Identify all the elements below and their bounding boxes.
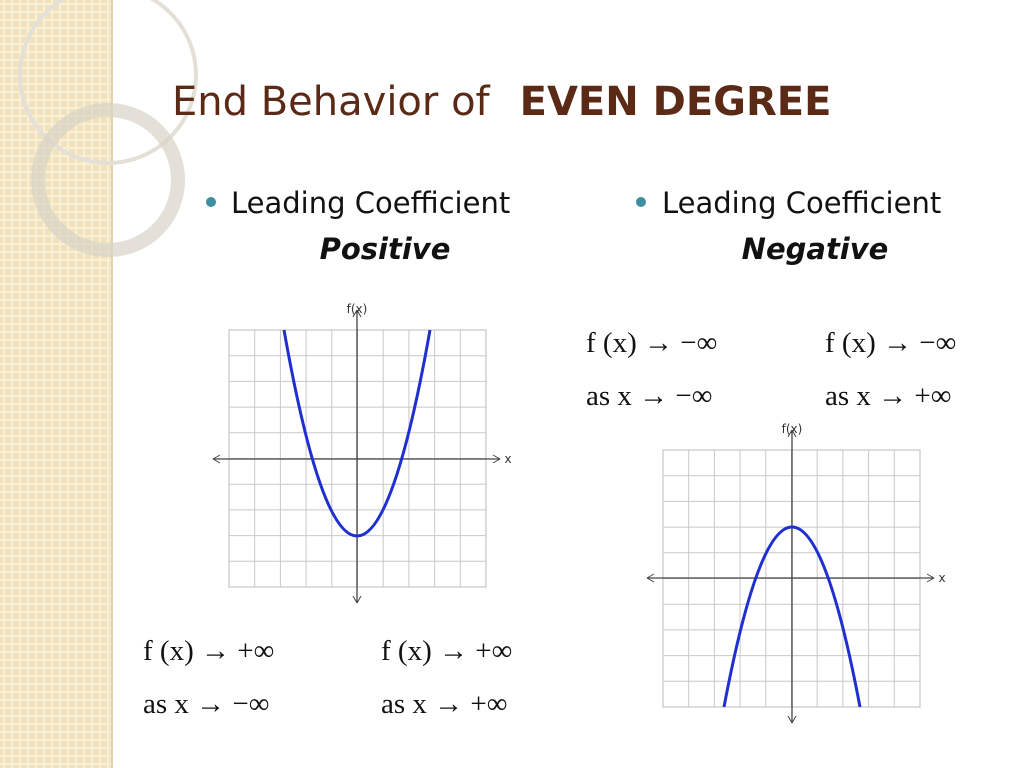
arrow	[212, 454, 501, 464]
arrow	[646, 573, 935, 583]
deco-ring	[18, 0, 198, 165]
bullet-sign: Positive	[320, 232, 451, 266]
bullet-sign: Negative	[742, 232, 889, 266]
curve	[722, 525, 862, 708]
curve	[282, 329, 432, 538]
limit-function: f (x) → +∞	[143, 635, 274, 667]
y-axis-label: f(x)	[347, 302, 368, 316]
bullet-text: Leading Coefficient	[231, 186, 510, 220]
limit-function: f (x) → −∞	[586, 327, 717, 359]
deco-ring	[31, 103, 185, 257]
arrow	[352, 309, 362, 604]
graph: f(x) x	[646, 422, 946, 724]
x-axis-label: x	[938, 571, 945, 585]
limit-function: f (x) → −∞	[825, 327, 956, 359]
y-axis-label: f(x)	[782, 422, 803, 436]
limit-condition: as x → +∞	[825, 380, 951, 412]
bullet-dot	[206, 197, 216, 207]
bullet-text: Leading Coefficient	[662, 186, 941, 220]
title-prefix: End Behavior of	[172, 79, 491, 125]
x-axis-label: x	[504, 452, 511, 466]
arrow	[787, 429, 797, 724]
limit-function: f (x) → +∞	[381, 635, 512, 667]
limit-condition: as x → −∞	[143, 688, 269, 720]
title: End Behavior of EVEN DEGREE	[172, 79, 831, 125]
title-emphasis: EVEN DEGREE	[520, 79, 832, 125]
bullet-dot	[636, 197, 646, 207]
graph: f(x) x	[212, 302, 512, 604]
limit-condition: as x → +∞	[381, 688, 507, 720]
limit-condition: as x → −∞	[586, 380, 712, 412]
